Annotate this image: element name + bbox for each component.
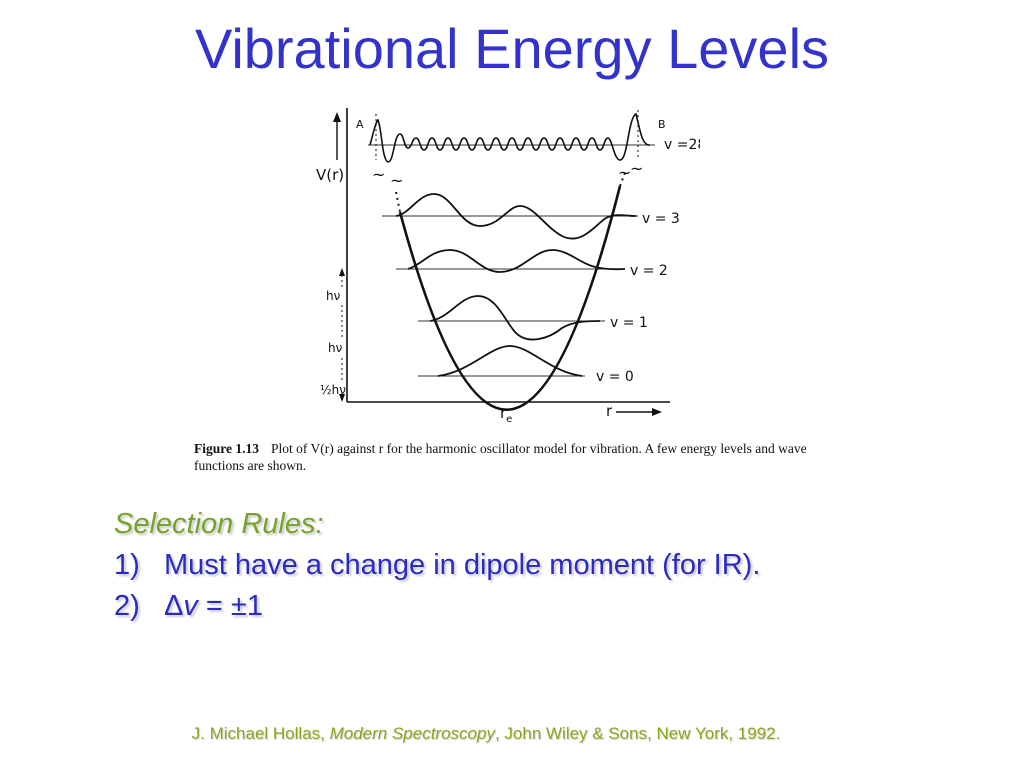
wavefunction-v28	[369, 112, 651, 163]
rule-2: 2) Δv = ±1	[114, 586, 760, 627]
level-label-v3: v = 3	[642, 211, 680, 227]
break-mark-right-2: ~	[630, 159, 643, 178]
figure-caption: Figure 1.13 Plot of V(r) against r for th…	[194, 440, 834, 474]
rule-1: 1) Must have a change in dipole moment (f…	[114, 545, 760, 586]
selection-rules: Selection Rules: 1) Must have a change in…	[114, 504, 760, 627]
wavefunction-v3	[395, 193, 637, 240]
y-axis-label: V(r)	[316, 166, 344, 184]
figure-number: Figure 1.13	[194, 441, 259, 456]
v-axis-arrowhead	[333, 112, 341, 122]
wavefunction-v1	[429, 295, 601, 341]
wavefunction-v2	[407, 249, 626, 273]
rule-2-variable: v	[183, 590, 198, 622]
turning-point-a: A	[356, 118, 364, 131]
break-mark-left-2: ~	[390, 171, 403, 190]
wavefunction-v0	[437, 345, 583, 377]
caption-text: Plot of V(r) against r for the harmonic …	[194, 441, 807, 473]
selection-rules-heading: Selection Rules:	[114, 508, 324, 540]
harmonic-oscillator-figure: V(r) r ~ ~ ~ ~ A B v =28 v = 3 v = 2 v =…	[316, 108, 700, 425]
level-label-v1: v = 1	[610, 315, 648, 331]
citation-author: J. Michael Hollas,	[191, 724, 330, 743]
spacing-label-2: hν	[328, 341, 343, 355]
potential-curve	[398, 185, 622, 411]
level-label-v2: v = 2	[630, 263, 668, 279]
break-mark-left-1: ~	[372, 165, 385, 184]
citation: J. Michael Hollas, Modern Spectroscopy, …	[0, 724, 972, 744]
equilibrium-label: re	[500, 404, 512, 425]
x-axis-label: r	[606, 402, 613, 420]
rule-1-number: 1)	[114, 549, 140, 581]
rule-1-text: Must have a change in dipole moment (for…	[164, 549, 761, 581]
spacing-arrow-top	[339, 268, 345, 276]
potential-dots-left	[395, 191, 401, 213]
level-label-v28: v =28	[664, 137, 700, 153]
rule-2-number: 2)	[114, 590, 140, 622]
spacing-label-1: hν	[326, 289, 341, 303]
rule-2-delta: Δ	[164, 590, 184, 622]
break-mark-right-1: ~	[618, 163, 631, 182]
slide-title: Vibrational Energy Levels	[194, 17, 830, 80]
citation-book: Modern Spectroscopy	[329, 724, 495, 743]
spacing-arrow-bottom	[339, 394, 345, 402]
r-axis-arrowhead	[652, 408, 662, 416]
turning-point-b: B	[658, 118, 666, 131]
spacing-label-3: ½hν	[320, 383, 346, 397]
citation-publisher: , John Wiley & Sons, New York, 1992.	[494, 724, 781, 743]
rule-2-text: = ±1	[197, 590, 263, 622]
level-label-v0: v = 0	[596, 369, 634, 385]
